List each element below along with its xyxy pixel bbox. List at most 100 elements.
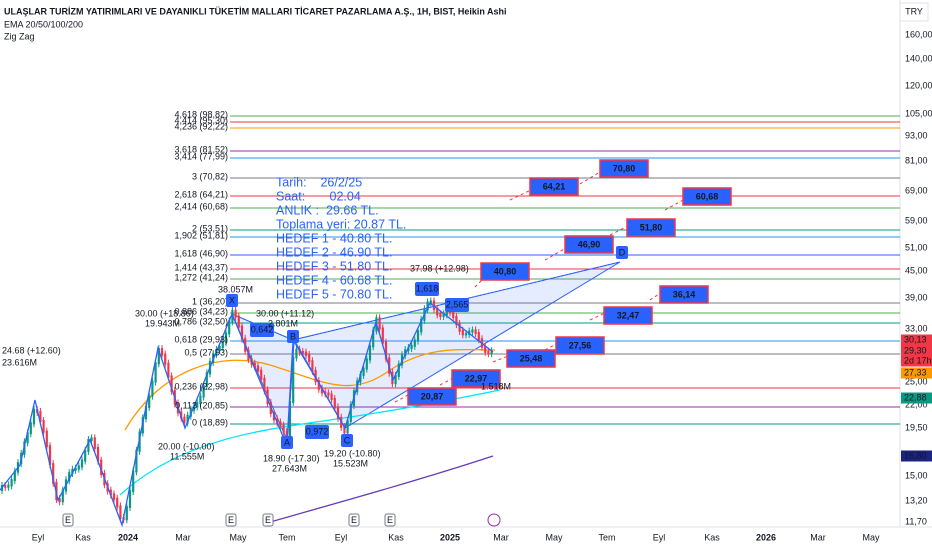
note-line: Saat: 02.04 (276, 189, 361, 203)
pattern-point-box (226, 294, 238, 307)
candle-body (125, 506, 128, 521)
price-marker (901, 355, 932, 367)
candle-body (346, 419, 349, 434)
time-label: Eyl (335, 532, 348, 542)
candle-body (32, 409, 36, 425)
target-label: 60,68 (696, 191, 719, 201)
candle-body (320, 387, 324, 394)
target-box (506, 349, 556, 368)
event-label: E (387, 515, 393, 525)
fib-label: 1 (36,20) (192, 296, 228, 306)
price-label: 45,00 (905, 265, 928, 275)
candle-body (128, 489, 132, 509)
fib-label: 0,786 (32,50) (174, 316, 228, 326)
fib-label: 0,236 (22,98) (174, 381, 228, 391)
candle-body (461, 329, 464, 336)
fib-label: 1,618 (46,90) (174, 248, 228, 258)
time-label: Tem (598, 532, 615, 542)
price-marker (901, 345, 932, 357)
fib-label: 3 (70,82) (192, 171, 228, 181)
candle-body (384, 341, 388, 360)
pattern-point-box (616, 246, 628, 259)
time-label: 2026 (756, 532, 776, 542)
candle-body (74, 467, 77, 471)
candle-body (234, 309, 237, 318)
candle-body (397, 363, 400, 377)
currency: TRY (905, 6, 923, 16)
fib-label: 1,902 (51,81) (174, 230, 228, 240)
candle-body (228, 320, 231, 335)
time-label: Mar (493, 532, 509, 542)
candle-body (26, 432, 29, 444)
candle-body (93, 437, 96, 449)
price-label: 13,20 (905, 495, 928, 505)
candle-body (218, 346, 221, 351)
candle-body (292, 356, 295, 403)
target-box (603, 306, 653, 325)
candle-body (362, 367, 365, 376)
candle-body (144, 405, 148, 420)
price-marker-label: 2d 17h (904, 355, 932, 365)
fib-label: 0 (18,89) (192, 417, 228, 427)
time-label: Kas (75, 532, 91, 542)
pivot-annotation: 19.20 (-10.80) (324, 448, 381, 458)
price-marker (901, 392, 932, 404)
candle-body (39, 410, 42, 422)
candle-body (365, 358, 368, 370)
target-label: 25,48 (520, 353, 543, 363)
target-label: 51,80 (640, 222, 663, 232)
indicator-label: Zig Zag (4, 31, 35, 41)
candle-body (90, 437, 93, 442)
event-box (384, 513, 396, 527)
candle-body (311, 360, 314, 372)
candle-body (7, 484, 10, 488)
target-label: 20,87 (421, 391, 444, 401)
candle-body (288, 400, 292, 444)
candle-body (413, 339, 416, 347)
candle-body (135, 449, 138, 473)
candle-body (10, 479, 13, 487)
fib-label: 4,236 (92,22) (174, 121, 228, 131)
pivot-annotation: 27.643M (272, 463, 307, 473)
time-label: Mar (175, 532, 191, 542)
candle-body (490, 350, 493, 355)
candle-body (429, 300, 432, 304)
pattern-point: B (290, 331, 296, 341)
target-label: 70,80 (613, 163, 636, 173)
candle-body (192, 405, 196, 411)
price-label: 15,00 (905, 470, 928, 480)
fib-label: 2,618 (64,21) (174, 189, 228, 199)
price-marker (901, 367, 932, 379)
time-label: May (545, 532, 563, 542)
candle-body (301, 350, 304, 354)
target-label: 32,47 (617, 310, 640, 320)
note-line: HEDEF 4 - 60.68 TL. (276, 273, 393, 287)
pivot-annotation: 30.00 (+18.86) (135, 308, 194, 318)
candle-body (205, 372, 208, 387)
time-label: 2025 (440, 532, 460, 542)
time-label: Eyl (32, 532, 45, 542)
candle-body (183, 416, 186, 424)
fib-label: 4,618 (98,82) (174, 109, 228, 119)
pattern-ratio: 1,618 (416, 283, 439, 293)
event-box (262, 513, 274, 527)
pivot-annotation: 38.057M (218, 284, 253, 294)
candle-body (404, 349, 407, 357)
candle-body (116, 497, 119, 508)
candle-body (61, 489, 64, 503)
pivot-annotation: 19.943M (145, 318, 180, 328)
price-label: 25,00 (905, 376, 928, 386)
zig-zag (0, 301, 494, 528)
candle-body (439, 313, 442, 318)
target-box (529, 177, 579, 196)
price-label: 39,00 (905, 292, 928, 302)
candle-body (448, 311, 452, 314)
candle-body (368, 345, 372, 361)
pivot-annotation: 30.00 (+11.12) (256, 308, 314, 318)
candle-body (224, 332, 228, 344)
candle-body (240, 325, 244, 340)
fib-label: 0,618 (29,93) (174, 334, 228, 344)
time-label: Kas (704, 532, 720, 542)
ema-200 (269, 455, 494, 523)
